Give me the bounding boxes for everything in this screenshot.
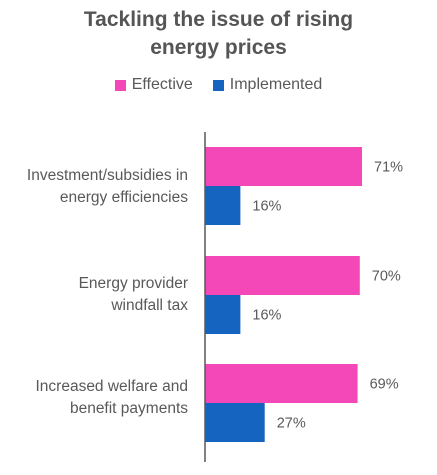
chart-title-line-1: Tackling the issue of rising bbox=[83, 8, 354, 31]
legend: Effective Implemented bbox=[0, 76, 437, 94]
value-label-effective-2: 70% bbox=[372, 269, 401, 285]
category-label-1-line-1: Investment/subsidies in bbox=[27, 167, 188, 184]
legend-swatch-effective bbox=[114, 79, 126, 91]
category-label-3-line-2: benefit payments bbox=[70, 400, 188, 417]
value-label-implemented-3: 27% bbox=[277, 416, 306, 432]
category-label-2-line-2: windfall tax bbox=[110, 297, 188, 314]
legend-swatch-implemented bbox=[212, 79, 224, 91]
category-label-3-line-1: Increased welfare and bbox=[35, 378, 188, 395]
legend-item-effective: Effective bbox=[114, 76, 193, 94]
value-label-implemented-2: 16% bbox=[252, 308, 281, 324]
value-label-effective-3: 69% bbox=[370, 377, 399, 393]
chart-title: Tackling the issue of rising energy pric… bbox=[0, 6, 437, 62]
chart-title-line-2: energy prices bbox=[150, 36, 287, 59]
value-label-implemented-1: 16% bbox=[252, 199, 281, 215]
category-label-2-line-1: Energy provider bbox=[79, 275, 188, 292]
category-label-1-line-2: energy efficiencies bbox=[60, 189, 188, 206]
bar-effective-1 bbox=[205, 147, 362, 186]
legend-label-implemented: Implemented bbox=[229, 76, 323, 93]
bar-implemented-1 bbox=[205, 186, 241, 225]
legend-item-implemented: Implemented bbox=[212, 76, 323, 94]
value-label-effective-1: 71% bbox=[374, 160, 403, 176]
bar-effective-2 bbox=[205, 256, 360, 295]
legend-label-effective: Effective bbox=[131, 76, 193, 93]
bar-implemented-3 bbox=[205, 403, 265, 442]
bar-implemented-2 bbox=[205, 295, 241, 334]
bar-effective-3 bbox=[205, 364, 358, 403]
